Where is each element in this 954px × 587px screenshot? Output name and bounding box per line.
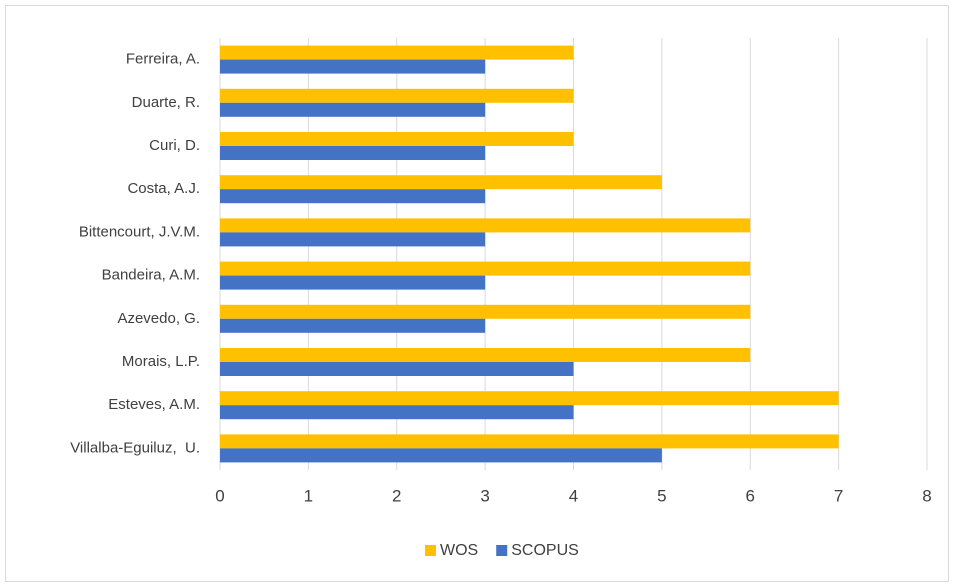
bar xyxy=(220,405,574,420)
legend-swatch xyxy=(425,545,436,556)
bar xyxy=(220,88,574,103)
y-tick-label: Curi, D. xyxy=(149,137,200,154)
bar xyxy=(220,362,574,376)
legend-swatch xyxy=(496,545,508,556)
bar xyxy=(220,232,486,247)
bar xyxy=(220,102,486,117)
x-tick-label: 7 xyxy=(834,486,843,505)
y-tick-label: Morais, L.P. xyxy=(122,353,200,370)
bar xyxy=(220,132,574,146)
bar xyxy=(220,304,751,319)
bar xyxy=(220,175,662,190)
x-tick-label: 2 xyxy=(392,486,401,505)
y-tick-label: Azevedo, G. xyxy=(117,310,200,327)
legend-label: SCOPUS xyxy=(511,542,579,559)
y-tick-label: Bittencourt, J.V.M. xyxy=(79,223,200,240)
x-tick-label: 1 xyxy=(304,486,313,505)
bar xyxy=(220,434,839,449)
bar xyxy=(220,59,486,74)
bar xyxy=(220,391,839,406)
bar xyxy=(220,218,751,233)
x-tick-label: 3 xyxy=(480,486,489,505)
x-tick-label: 8 xyxy=(922,486,931,505)
bar xyxy=(220,146,486,160)
bar xyxy=(220,275,486,290)
x-tick-label: 0 xyxy=(215,486,224,505)
y-tick-label: Ferreira, A. xyxy=(126,51,200,68)
y-tick-label: Esteves, A.M. xyxy=(108,396,200,413)
y-tick-label: Duarte, R. xyxy=(132,94,200,111)
bar xyxy=(220,318,486,333)
x-tick-label: 6 xyxy=(746,486,755,505)
y-tick-label: Costa, A.J. xyxy=(127,180,200,197)
bar xyxy=(220,189,486,204)
y-tick-label: Villalba-Eguiluz, U. xyxy=(70,439,200,456)
x-tick-label: 5 xyxy=(657,486,666,505)
x-tick-label: 4 xyxy=(569,486,578,505)
bar xyxy=(220,45,574,60)
y-tick-label: Bandeira, A.M. xyxy=(102,267,200,284)
bar xyxy=(220,448,662,463)
bar xyxy=(220,348,751,362)
bar xyxy=(220,261,751,276)
legend-label: WOS xyxy=(440,542,478,559)
